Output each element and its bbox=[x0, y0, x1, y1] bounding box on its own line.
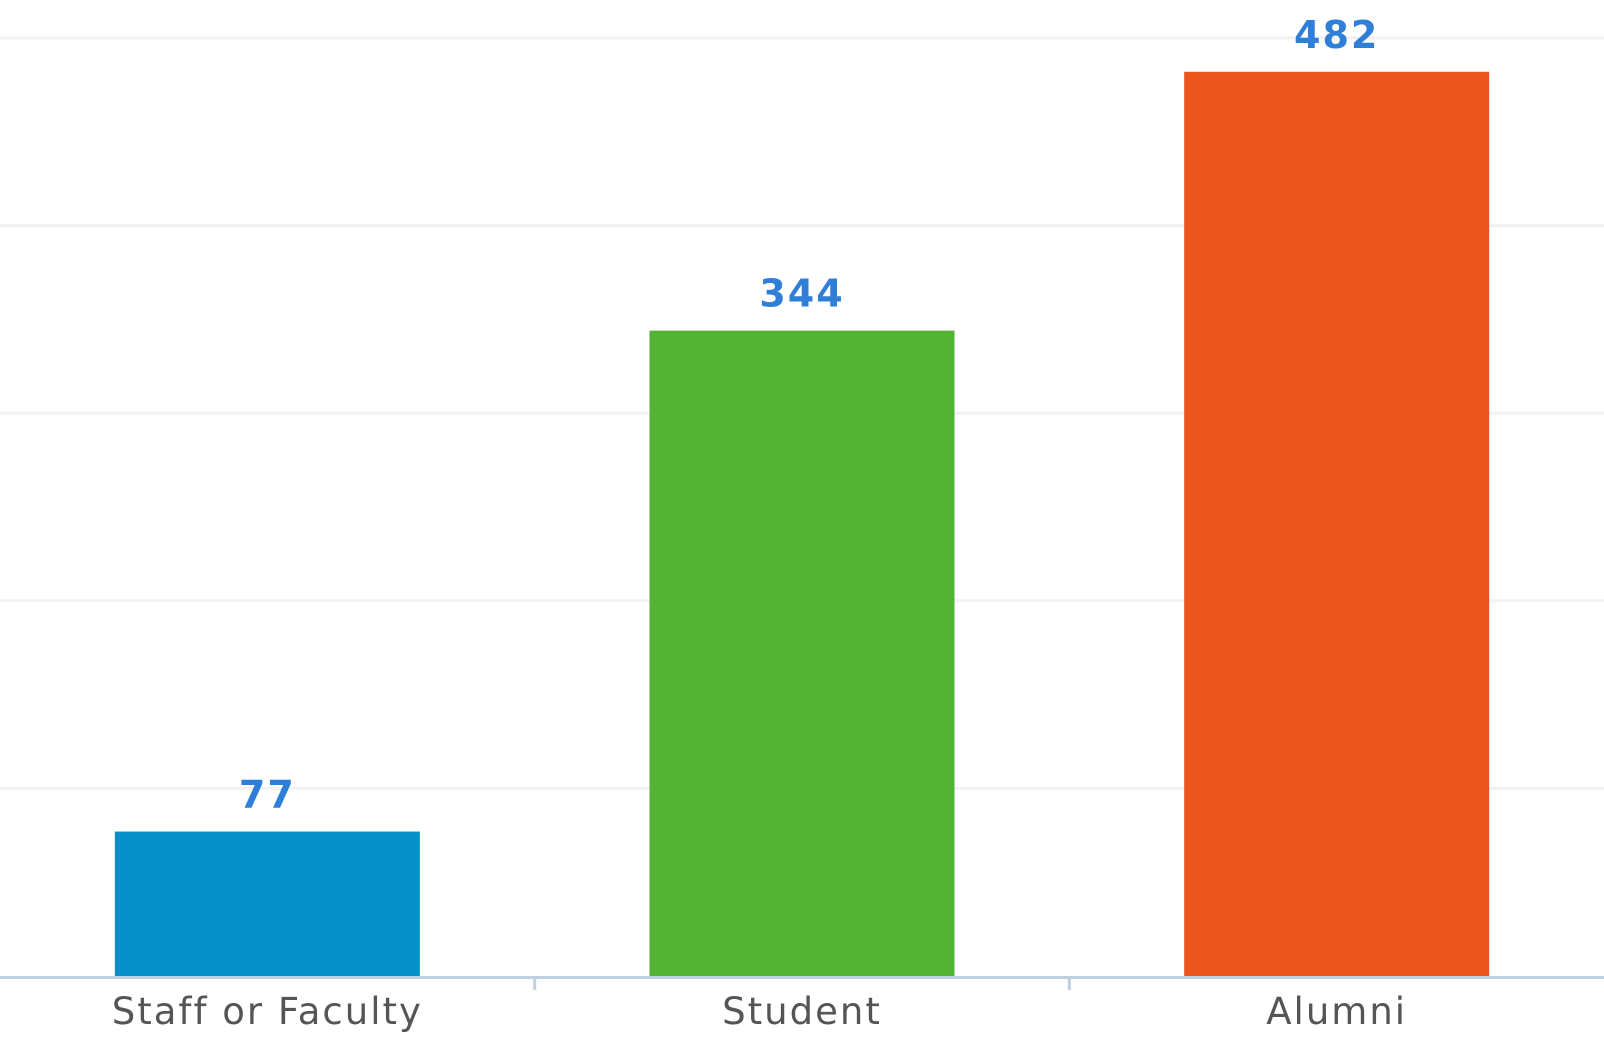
data-label-staff-or-faculty: 77 bbox=[239, 773, 296, 817]
data-labels: 77 344 482 bbox=[239, 13, 1379, 817]
bar-staff-or-faculty[interactable] bbox=[114, 831, 420, 976]
x-tick-label-alumni: Alumni bbox=[1266, 990, 1407, 1033]
bar-student[interactable] bbox=[649, 330, 955, 976]
bars bbox=[114, 71, 1490, 976]
data-label-student: 344 bbox=[759, 272, 844, 316]
bar-alumni[interactable] bbox=[1184, 71, 1490, 976]
x-tick-label-student: Student bbox=[722, 990, 882, 1033]
x-axis: Staff or Faculty Student Alumni bbox=[0, 976, 1604, 1033]
x-tick-label-staff-or-faculty: Staff or Faculty bbox=[112, 990, 423, 1033]
data-label-alumni: 482 bbox=[1294, 13, 1379, 57]
